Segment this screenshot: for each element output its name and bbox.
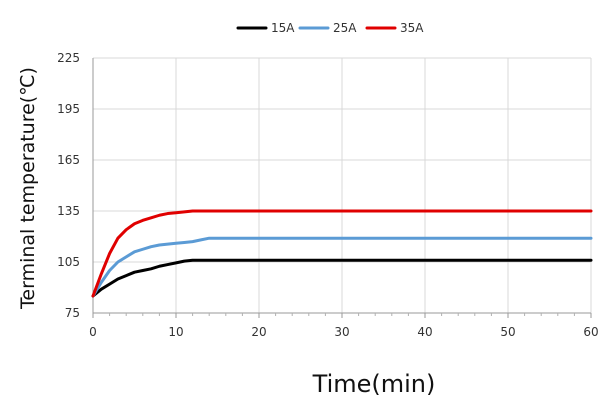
x-tick-label: 0 [89,325,97,339]
x-tick-marks [92,313,592,318]
x-tick-label: 60 [583,325,598,339]
y-tick-label: 75 [65,306,80,320]
series-line-25a [91,236,593,298]
y-tick-label: 165 [57,153,80,167]
y-tick-label: 195 [57,102,80,116]
legend: 15A 25A 35A [236,21,424,35]
x-tick-label: 20 [251,325,266,339]
legend-item-25a: 25A [298,21,357,35]
x-tick-labels: 0 10 20 30 40 50 60 [89,325,598,339]
legend-item-15a: 15A [236,21,295,35]
x-tick-label: 30 [334,325,349,339]
legend-label: 25A [333,21,357,35]
x-tick-label: 50 [500,325,515,339]
y-axis-title: Terminal temperature(℃) [17,67,39,310]
legend-item-35a: 35A [365,21,424,35]
series-group [91,209,593,298]
series-line-35a [91,209,593,298]
x-axis-title: Time(min) [312,370,436,398]
legend-label: 15A [271,21,295,35]
x-tick-label: 40 [417,325,432,339]
legend-label: 35A [400,21,424,35]
y-tick-labels: 75 105 135 165 195 225 [57,51,80,320]
x-tick-label: 10 [168,325,183,339]
grid-x [175,58,592,313]
y-tick-label: 225 [57,51,80,65]
y-tick-label: 135 [57,204,80,218]
series-line-15a [91,258,593,298]
y-tick-label: 105 [57,255,80,269]
